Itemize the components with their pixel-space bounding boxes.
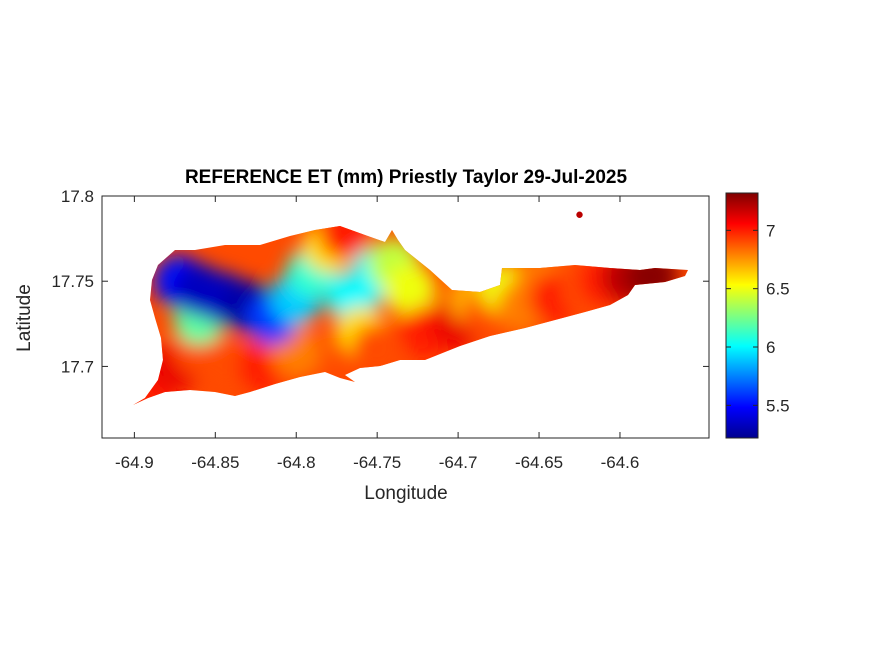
x-axis-label: Longitude — [364, 483, 447, 504]
x-tick-label: -64.6 — [601, 453, 640, 472]
axes-box — [101, 195, 710, 439]
x-tick-label: -64.75 — [353, 453, 401, 472]
field-point — [351, 323, 404, 376]
colorbar-ticks: 5.5 6 6.5 7 — [726, 221, 790, 415]
y-tick-label: 17.8 — [61, 187, 94, 206]
chart-title: REFERENCE ET (mm) Priestly Taylor 29-Jul… — [185, 167, 627, 188]
x-tick-label: -64.9 — [115, 453, 154, 472]
x-tick-label: -64.8 — [277, 453, 316, 472]
colorbar-tick-label: 7 — [766, 221, 775, 240]
field-point — [318, 226, 371, 260]
x-tick-label: -64.7 — [439, 453, 478, 472]
y-tick-label: 17.75 — [51, 272, 94, 291]
islet-point — [576, 211, 583, 218]
y-axis-label: Latitude — [14, 284, 35, 352]
colorbar-tick-label: 6 — [766, 338, 775, 357]
x-tick-label: -64.65 — [515, 453, 563, 472]
field-blobs — [133, 226, 679, 405]
x-tick-label: -64.85 — [191, 453, 239, 472]
x-ticks: -64.9 -64.85 -64.8 -64.75 -64.7 -64.65 -64.6 — [115, 196, 639, 472]
field-point — [626, 250, 679, 303]
field-point — [383, 263, 436, 316]
colorbar-tick-label: 5.5 — [766, 396, 790, 415]
map-field — [133, 226, 688, 405]
colorbar: 5.5 6 6.5 7 — [725, 192, 790, 439]
colorbar-gradient — [725, 192, 759, 439]
y-tick-label: 17.7 — [61, 357, 94, 376]
colorbar-tick-label: 6.5 — [766, 280, 790, 299]
y-ticks: 17.7 17.75 17.8 — [51, 187, 709, 376]
